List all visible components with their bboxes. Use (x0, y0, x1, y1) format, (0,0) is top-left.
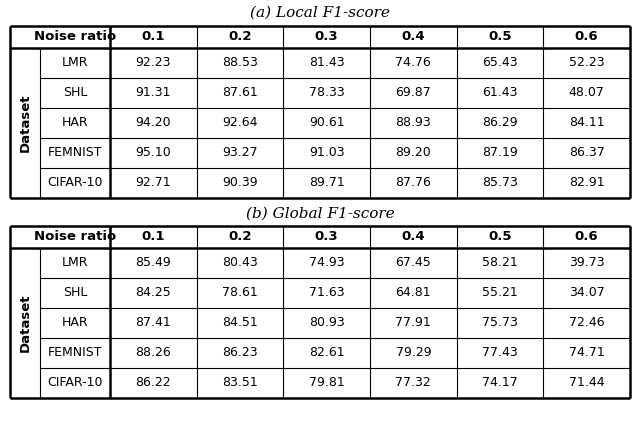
Text: 84.11: 84.11 (569, 117, 604, 130)
Text: 65.43: 65.43 (482, 56, 518, 69)
Text: 71.44: 71.44 (569, 376, 604, 389)
Text: SHL: SHL (63, 287, 87, 299)
Text: 92.23: 92.23 (136, 56, 171, 69)
Text: 84.25: 84.25 (136, 287, 172, 299)
Text: (a) Local F1-score: (a) Local F1-score (250, 6, 390, 20)
Text: 88.93: 88.93 (396, 117, 431, 130)
Text: 86.29: 86.29 (482, 117, 518, 130)
Text: Noise ratio: Noise ratio (34, 30, 116, 43)
Text: 77.43: 77.43 (482, 346, 518, 360)
Text: 87.19: 87.19 (482, 147, 518, 160)
Text: 94.20: 94.20 (136, 117, 171, 130)
Text: 0.4: 0.4 (401, 231, 425, 243)
Text: 80.93: 80.93 (308, 317, 344, 330)
Text: 79.81: 79.81 (308, 376, 344, 389)
Text: 0.5: 0.5 (488, 231, 512, 243)
Text: 79.29: 79.29 (396, 346, 431, 360)
Text: 83.51: 83.51 (222, 376, 258, 389)
Text: SHL: SHL (63, 86, 87, 99)
Text: 0.3: 0.3 (315, 231, 339, 243)
Text: 85.73: 85.73 (482, 176, 518, 189)
Text: 87.76: 87.76 (396, 176, 431, 189)
Text: Dataset: Dataset (19, 294, 31, 352)
Text: 74.17: 74.17 (482, 376, 518, 389)
Text: 80.43: 80.43 (222, 256, 258, 269)
Text: FEMNIST: FEMNIST (48, 346, 102, 360)
Text: 64.81: 64.81 (396, 287, 431, 299)
Text: 61.43: 61.43 (483, 86, 518, 99)
Text: 92.71: 92.71 (136, 176, 171, 189)
Text: 95.10: 95.10 (136, 147, 172, 160)
Text: 0.2: 0.2 (228, 30, 252, 43)
Text: 34.07: 34.07 (569, 287, 605, 299)
Text: 55.21: 55.21 (482, 287, 518, 299)
Text: 78.33: 78.33 (308, 86, 344, 99)
Text: 0.1: 0.1 (141, 30, 165, 43)
Text: LMR: LMR (61, 256, 88, 269)
Text: 72.46: 72.46 (569, 317, 604, 330)
Text: 90.39: 90.39 (222, 176, 258, 189)
Text: 74.93: 74.93 (309, 256, 344, 269)
Text: 88.53: 88.53 (222, 56, 258, 69)
Text: 78.61: 78.61 (222, 287, 258, 299)
Text: 0.5: 0.5 (488, 30, 512, 43)
Text: 82.61: 82.61 (309, 346, 344, 360)
Text: 85.49: 85.49 (136, 256, 172, 269)
Text: 74.76: 74.76 (396, 56, 431, 69)
Text: (b) Global F1-score: (b) Global F1-score (246, 207, 394, 221)
Text: 91.03: 91.03 (309, 147, 344, 160)
Text: Dataset: Dataset (19, 94, 31, 152)
Text: HAR: HAR (61, 317, 88, 330)
Text: 0.3: 0.3 (315, 30, 339, 43)
Text: 0.1: 0.1 (141, 231, 165, 243)
Text: Noise ratio: Noise ratio (34, 231, 116, 243)
Text: 0.6: 0.6 (575, 231, 598, 243)
Text: 0.6: 0.6 (575, 30, 598, 43)
Text: 81.43: 81.43 (309, 56, 344, 69)
Text: 86.37: 86.37 (569, 147, 605, 160)
Text: 86.23: 86.23 (222, 346, 258, 360)
Text: 58.21: 58.21 (482, 256, 518, 269)
Text: 89.20: 89.20 (396, 147, 431, 160)
Text: 52.23: 52.23 (569, 56, 604, 69)
Text: LMR: LMR (61, 56, 88, 69)
Text: 69.87: 69.87 (396, 86, 431, 99)
Text: 91.31: 91.31 (136, 86, 171, 99)
Text: 74.71: 74.71 (569, 346, 605, 360)
Text: 67.45: 67.45 (396, 256, 431, 269)
Text: CIFAR-10: CIFAR-10 (47, 176, 103, 189)
Text: 90.61: 90.61 (309, 117, 344, 130)
Text: 87.41: 87.41 (136, 317, 172, 330)
Text: 48.07: 48.07 (569, 86, 605, 99)
Text: 92.64: 92.64 (222, 117, 258, 130)
Text: FEMNIST: FEMNIST (48, 147, 102, 160)
Text: 88.26: 88.26 (136, 346, 172, 360)
Text: HAR: HAR (61, 117, 88, 130)
Text: 84.51: 84.51 (222, 317, 258, 330)
Text: 87.61: 87.61 (222, 86, 258, 99)
Text: 77.91: 77.91 (396, 317, 431, 330)
Text: 75.73: 75.73 (482, 317, 518, 330)
Text: 77.32: 77.32 (396, 376, 431, 389)
Text: 93.27: 93.27 (222, 147, 258, 160)
Text: 82.91: 82.91 (569, 176, 604, 189)
Text: 86.22: 86.22 (136, 376, 171, 389)
Text: 0.2: 0.2 (228, 231, 252, 243)
Text: CIFAR-10: CIFAR-10 (47, 376, 103, 389)
Text: 89.71: 89.71 (308, 176, 344, 189)
Text: 71.63: 71.63 (309, 287, 344, 299)
Text: 39.73: 39.73 (569, 256, 604, 269)
Text: 0.4: 0.4 (401, 30, 425, 43)
